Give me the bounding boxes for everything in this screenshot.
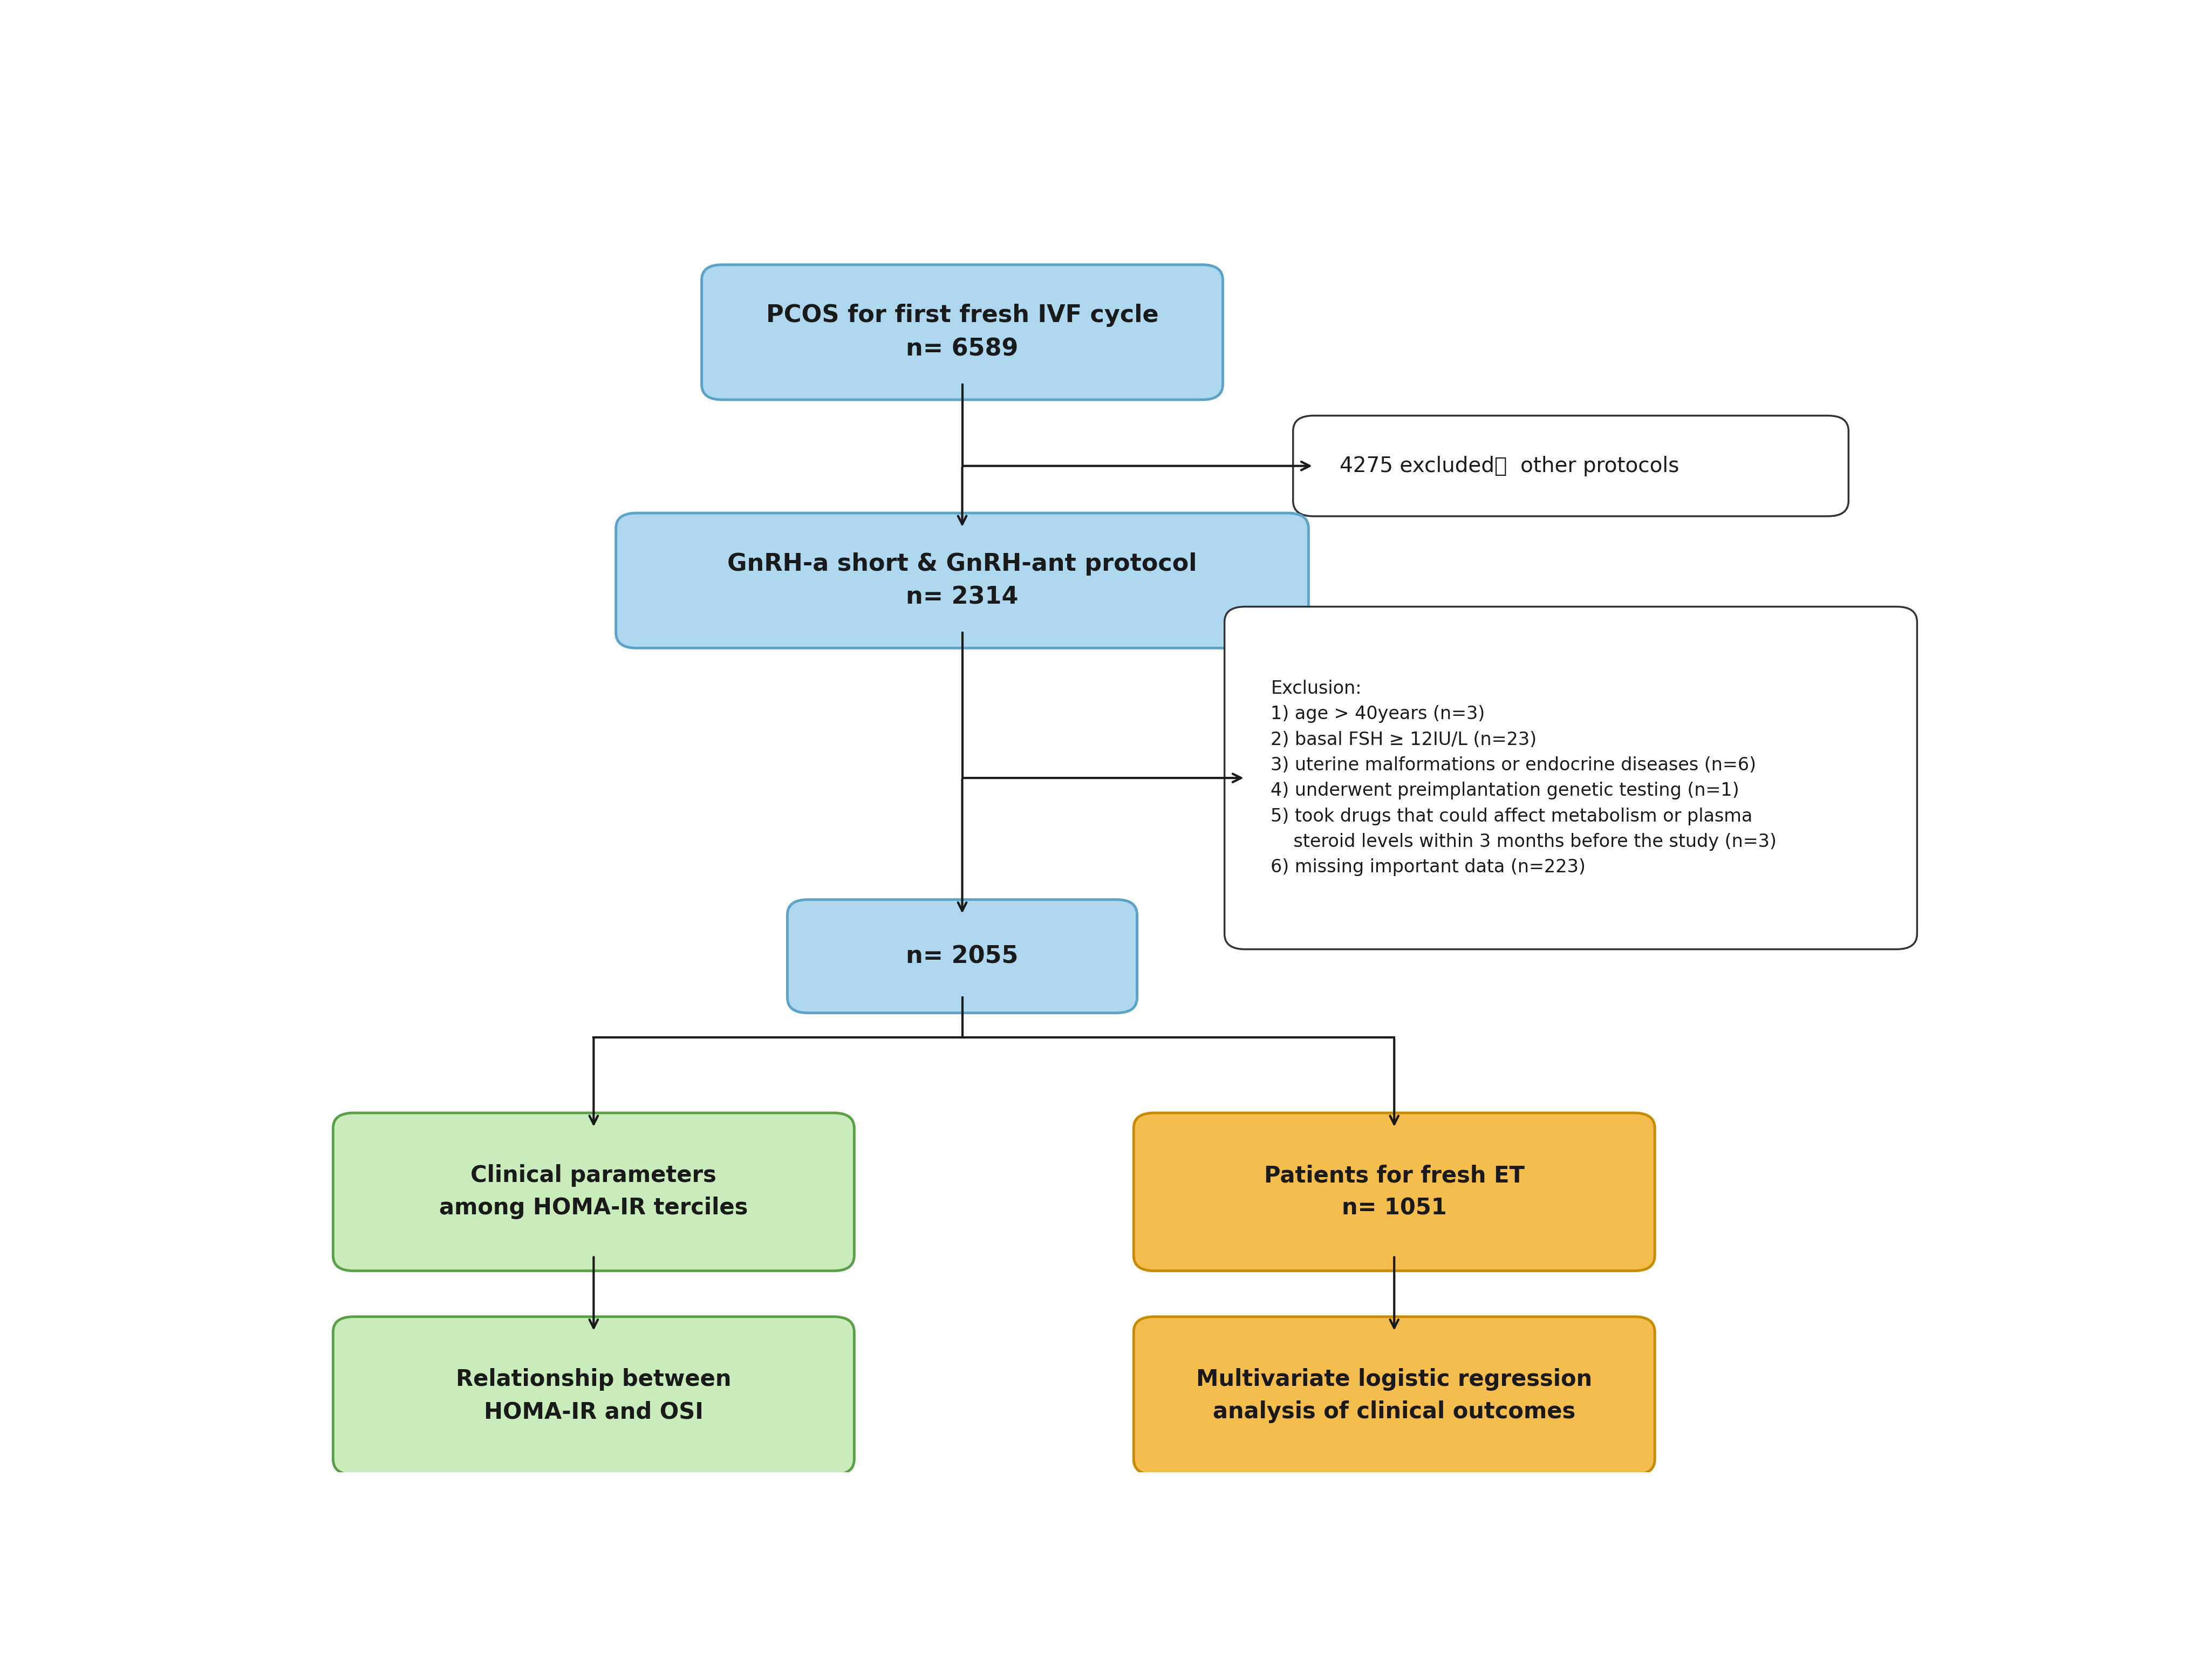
Text: GnRH-a short & GnRH-ant protocol
n= 2314: GnRH-a short & GnRH-ant protocol n= 2314 (728, 552, 1197, 609)
Text: Patients for fresh ET
n= 1051: Patients for fresh ET n= 1051 (1263, 1164, 1524, 1219)
FancyBboxPatch shape (701, 265, 1223, 400)
Text: n= 2055: n= 2055 (907, 944, 1018, 968)
FancyBboxPatch shape (1133, 1113, 1655, 1270)
FancyBboxPatch shape (787, 900, 1137, 1012)
FancyBboxPatch shape (1294, 415, 1849, 516)
FancyBboxPatch shape (615, 513, 1310, 648)
FancyBboxPatch shape (334, 1317, 854, 1475)
Text: PCOS for first fresh IVF cycle
n= 6589: PCOS for first fresh IVF cycle n= 6589 (765, 304, 1159, 361)
FancyBboxPatch shape (334, 1113, 854, 1270)
Text: Exclusion:
1) age > 40years (n=3)
2) basal FSH ≥ 12IU/L (n=23)
3) uterine malfor: Exclusion: 1) age > 40years (n=3) 2) bas… (1270, 680, 1776, 877)
Text: Clinical parameters
among HOMA-IR terciles: Clinical parameters among HOMA-IR tercil… (440, 1164, 748, 1219)
FancyBboxPatch shape (1133, 1317, 1655, 1475)
Text: Multivariate logistic regression
analysis of clinical outcomes: Multivariate logistic regression analysi… (1197, 1368, 1593, 1422)
FancyBboxPatch shape (1225, 607, 1918, 949)
Text: Relationship between
HOMA-IR and OSI: Relationship between HOMA-IR and OSI (456, 1368, 732, 1422)
Text: 4275 excluded：  other protocols: 4275 excluded： other protocols (1340, 457, 1679, 476)
